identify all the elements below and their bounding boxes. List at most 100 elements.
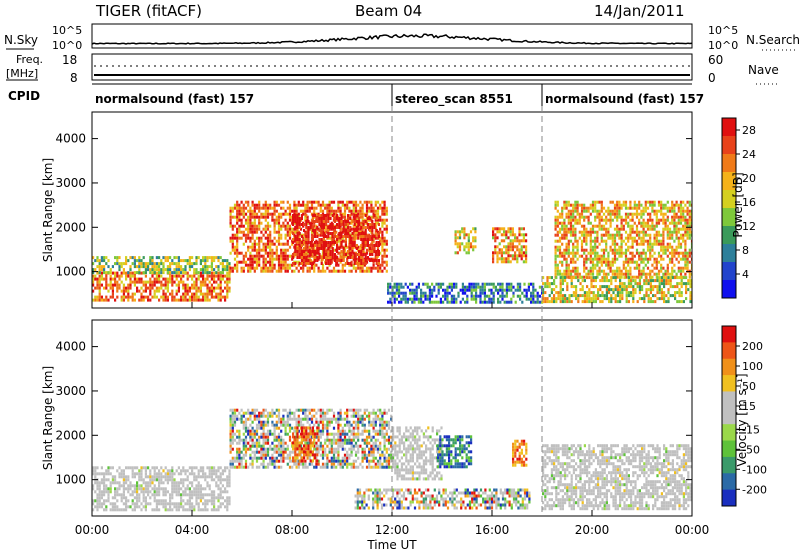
echo-region: [554, 200, 692, 279]
colorbar-swatch: [722, 407, 736, 425]
nave-tick-bottom: 0: [708, 71, 716, 85]
colorbar-frame: [721, 325, 737, 507]
freq-tick-top: 18: [62, 53, 77, 67]
x-tick-label: 04:00: [175, 523, 210, 537]
colorbar-swatch: [722, 489, 736, 507]
freq-label: Freq.: [16, 53, 43, 66]
colorbar-tick-label: 28: [742, 124, 756, 137]
freq-panel: Freq. [MHz] 18 8 60 0 Nave: [6, 53, 780, 85]
echo-region: [354, 488, 531, 510]
echo-region: [392, 426, 443, 481]
x-tick-label: 12:00: [375, 523, 410, 537]
colorbar-tick-label: -15: [742, 423, 760, 436]
colorbar-tick-label: -50: [742, 443, 760, 456]
velocity-ylabel: Slant Range [km]: [41, 366, 55, 470]
y-tick-label: 4000: [55, 132, 86, 146]
colorbar-swatch: [722, 136, 736, 155]
echo-region: [492, 227, 528, 264]
colorbar-tick-label: 50: [742, 380, 756, 393]
date-title: 14/Jan/2011: [594, 2, 685, 20]
nsky-panel: N.Sky 10^5 10^0 10^5 10^0 N.Search: [4, 23, 800, 52]
velocity-panel: 1000 2000 3000 4000 Slant Range [km] 200 100…: [41, 302, 767, 552]
echo-region: [542, 444, 692, 511]
cpid-segment-label: stereo_scan 8551: [395, 92, 513, 107]
colorbar-swatch: [722, 391, 736, 409]
power-ylabel: Slant Range [km]: [41, 158, 55, 262]
nsearch-tick-top: 10^5: [708, 24, 738, 37]
echo-region: [512, 439, 528, 467]
power-panel: 1000 2000 3000 4000 Slant Range [km] 4 8 12 16…: [41, 111, 756, 309]
colorbar-tick-label: -100: [742, 463, 767, 476]
beam-title: Beam 04: [355, 2, 422, 20]
colorbar-tick-label: 8: [742, 244, 749, 257]
echo-region: [542, 276, 692, 304]
cpid-segment-label: normalsound (fast) 157: [545, 92, 704, 106]
cpid-panel: CPID normalsound (fast) 157 stereo_scan 8…: [8, 83, 704, 107]
x-tick-label: 00:00: [75, 523, 110, 537]
nsky-frame: [91, 23, 693, 49]
x-tick-label: 00:00: [675, 523, 710, 537]
nsky-label: N.Sky: [4, 33, 38, 47]
freq-unit-label: [MHz]: [6, 67, 38, 80]
colorbar-swatch: [722, 375, 736, 392]
colorbar-swatch: [722, 172, 736, 191]
y-tick-label: 3000: [55, 176, 86, 190]
y-tick-label: 1000: [55, 265, 86, 279]
nave-label: Nave: [748, 63, 779, 77]
echo-region: [387, 282, 544, 304]
colorbar-tick-label: 15: [742, 400, 756, 413]
echo-region: [454, 227, 477, 255]
x-tick-label: 16:00: [475, 523, 510, 537]
colorbar-swatch: [722, 154, 736, 173]
y-tick-label: 1000: [55, 473, 86, 487]
colorbar-swatch: [722, 456, 736, 474]
x-tick-label: 08:00: [275, 523, 310, 537]
y-tick-label: 3000: [55, 384, 86, 398]
colorbar-swatch: [722, 358, 736, 376]
colorbar-frame: [721, 117, 737, 299]
colorbar-swatch: [722, 244, 736, 263]
nsky-tick-top: 10^5: [52, 24, 82, 37]
power-colorbar-label: Power [dB]: [731, 172, 745, 237]
colorbar-swatch: [722, 262, 736, 281]
nave-tick-top: 60: [708, 53, 723, 67]
x-tick-label: 20:00: [575, 523, 610, 537]
colorbar-swatch: [722, 342, 736, 360]
nsearch-tick-bottom: 10^0: [708, 39, 738, 52]
echo-region: [292, 426, 319, 463]
colorbar-swatch: [722, 473, 736, 491]
colorbar-swatch: [722, 226, 736, 245]
echo-region: [437, 435, 473, 469]
colorbar-swatch: [722, 208, 736, 227]
echo-region: [229, 408, 393, 469]
freq-frame: [91, 53, 693, 81]
y-tick-label: 2000: [55, 428, 86, 442]
radar-title: TIGER (fitACF): [95, 2, 202, 20]
cpid-segment-label: normalsound (fast) 157: [95, 92, 254, 106]
echo-region: [92, 256, 231, 275]
colorbar-tick-label: 16: [742, 196, 756, 209]
velocity-colorbar-label: Velocity [m s⁻¹]: [735, 373, 749, 466]
colorbar-tick-label: 4: [742, 268, 749, 281]
colorbar-tick-label: 20: [742, 172, 756, 185]
nsky-trace: [91, 33, 693, 45]
cpid-label: CPID: [8, 89, 40, 103]
colorbar-tick-label: 24: [742, 148, 756, 161]
nsearch-label: N.Search: [746, 33, 800, 47]
echo-region: [292, 214, 380, 265]
colorbar-swatch: [722, 190, 736, 209]
colorbar-tick-label: -200: [742, 483, 767, 496]
x-axis-label: Time UT: [366, 538, 417, 552]
colorbar-swatch: [722, 118, 736, 137]
colorbar-tick-label: 200: [742, 340, 763, 353]
freq-tick-bottom: 8: [70, 71, 78, 85]
colorbar-swatch: [722, 326, 736, 343]
nsky-tick-bottom: 10^0: [52, 39, 82, 52]
colorbar-tick-label: 12: [742, 220, 756, 233]
colorbar-swatch: [722, 440, 736, 458]
echo-region: [92, 466, 231, 512]
y-tick-label: 2000: [55, 220, 86, 234]
colorbar-tick-label: 100: [742, 360, 763, 373]
y-tick-label: 4000: [55, 340, 86, 354]
